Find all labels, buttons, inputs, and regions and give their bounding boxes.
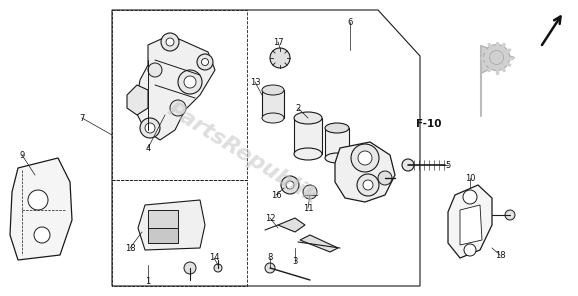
Ellipse shape [294,112,322,124]
Polygon shape [300,235,338,252]
Bar [148,210,178,228]
Text: PartsRepublik: PartsRepublik [164,99,321,208]
Text: 11: 11 [303,204,313,213]
Circle shape [145,123,155,133]
Circle shape [463,190,477,204]
Text: 14: 14 [209,253,219,263]
Polygon shape [138,200,205,250]
Circle shape [358,151,372,165]
Bar [325,128,349,158]
Text: 12: 12 [265,213,275,223]
Text: 13: 13 [250,78,260,86]
Text: 5: 5 [446,160,451,170]
Polygon shape [10,158,72,260]
Circle shape [363,180,373,190]
Circle shape [184,76,196,88]
Ellipse shape [294,148,322,160]
Bar [262,90,284,118]
Circle shape [148,63,162,77]
Circle shape [34,227,50,243]
Circle shape [505,210,515,220]
Circle shape [357,174,379,196]
Circle shape [161,33,179,51]
Text: 3: 3 [292,258,298,266]
Circle shape [270,48,290,68]
Circle shape [170,100,186,116]
Circle shape [303,185,317,199]
Text: 6: 6 [347,17,353,27]
Text: 2: 2 [295,104,301,112]
Circle shape [184,262,196,274]
Text: 1: 1 [146,278,151,287]
Polygon shape [448,185,492,258]
Polygon shape [481,46,514,73]
Circle shape [281,176,299,194]
Circle shape [464,244,476,256]
Circle shape [265,263,275,273]
Circle shape [484,44,510,70]
Bar [294,118,322,154]
Text: 7: 7 [79,113,85,123]
Circle shape [402,159,414,171]
Circle shape [202,59,209,65]
Circle shape [490,51,503,65]
Text: F-10: F-10 [416,119,442,129]
Circle shape [140,118,160,138]
Text: 18: 18 [125,244,135,252]
Ellipse shape [325,123,349,133]
Polygon shape [127,85,148,115]
Circle shape [378,171,392,185]
Ellipse shape [262,85,284,95]
Polygon shape [135,35,215,140]
Text: 4: 4 [146,144,151,152]
Circle shape [351,144,379,172]
Bar [148,228,178,243]
Text: 16: 16 [271,191,281,200]
Ellipse shape [262,113,284,123]
Circle shape [286,181,294,189]
Text: 10: 10 [465,173,475,183]
Text: 17: 17 [273,38,283,46]
Circle shape [166,38,174,46]
Circle shape [197,54,213,70]
Polygon shape [460,205,482,245]
Circle shape [214,264,222,272]
Circle shape [178,70,202,94]
Text: 8: 8 [267,253,273,263]
Circle shape [28,190,48,210]
Polygon shape [335,142,395,202]
Polygon shape [278,218,305,232]
Ellipse shape [325,153,349,163]
Text: 18: 18 [495,250,505,260]
Text: 9: 9 [20,150,25,160]
